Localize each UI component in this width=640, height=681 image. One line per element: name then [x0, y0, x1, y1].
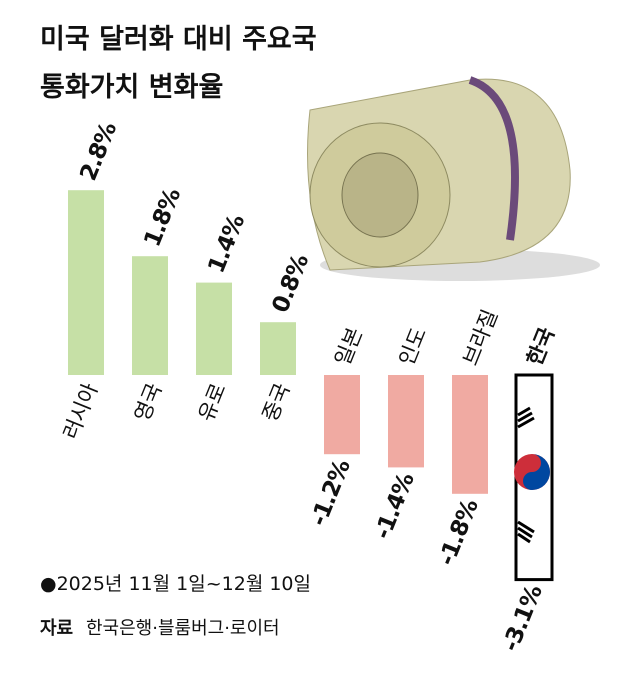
bar: [324, 375, 360, 455]
category-label: 영국: [130, 380, 167, 425]
bar: [452, 375, 488, 494]
value-label: 2.8%: [75, 118, 122, 184]
category-label: 일본: [330, 324, 367, 369]
value-label: -1.4%: [370, 469, 420, 543]
category-label: 한국: [522, 324, 559, 369]
value-label: -1.2%: [306, 456, 356, 530]
source-label: 자료: [40, 618, 73, 639]
bar: [260, 322, 296, 375]
category-label: 유로: [194, 380, 231, 425]
korea-flag-symbols: [514, 406, 550, 544]
bar: [388, 375, 424, 468]
value-label: 1.8%: [139, 184, 186, 250]
chart-title: 미국 달러화 대비 주요국: [40, 24, 317, 55]
value-label: -3.1%: [498, 581, 548, 655]
category-label: 인도: [394, 324, 431, 369]
bar: [132, 256, 168, 375]
bar: [68, 190, 104, 375]
category-label: 러시아: [59, 380, 103, 443]
value-label: 1.4%: [203, 211, 250, 277]
chart-title: 통화가치 변화율: [40, 72, 223, 103]
source: 한국은행·블룸버그·로이터: [86, 618, 280, 639]
money-roll-illustration: [307, 76, 600, 281]
category-label: 브라질: [458, 306, 502, 369]
value-label: 0.8%: [267, 250, 314, 316]
period-note: ●2025년 11월 1일~12월 10일: [40, 573, 311, 595]
bar: [196, 282, 232, 375]
category-label: 중국: [258, 380, 295, 425]
value-label: -1.8%: [434, 495, 484, 569]
